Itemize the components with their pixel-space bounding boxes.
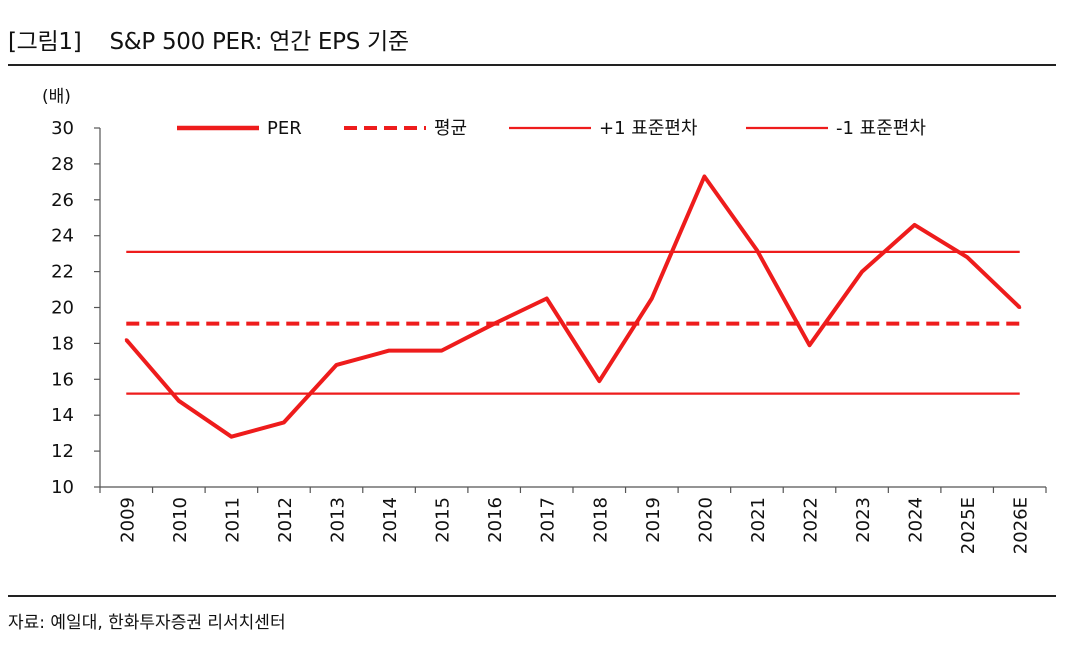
y-tick-label: 10 [51, 477, 74, 498]
y-tick-label: 28 [51, 154, 74, 175]
per-data-point [387, 349, 391, 353]
x-tick-label: 2021 [748, 497, 769, 543]
per-data-point [440, 349, 444, 353]
per-data-point [335, 363, 338, 367]
figure-title: [그림1] S&P 500 PER: 연간 EPS 기준 [8, 29, 409, 55]
reference-lines [126, 250, 1020, 395]
x-tick-label: 2019 [643, 497, 664, 543]
per-data-point [282, 420, 286, 424]
y-tick-label: 24 [51, 226, 74, 247]
per-data-point [229, 435, 233, 439]
per-data-point [860, 270, 864, 274]
x-tick-label: 2026E [1011, 497, 1032, 554]
y-tick-label: 22 [51, 262, 74, 283]
legend-label: +1 표준편차 [599, 118, 698, 139]
top-divider [8, 64, 1056, 66]
per-line [124, 174, 1022, 439]
y-axis-ticks: 10 12 14 16 18 20 22 24 26 28 30 [51, 118, 100, 498]
per-data-point [702, 174, 706, 178]
per-data-point [808, 343, 811, 347]
per-data-point [1018, 306, 1022, 309]
y-tick-label: 20 [51, 298, 74, 319]
x-axis-ticks: 2009 2010 2011 2012 2013 2014 2015 2016 2017 2018… [99, 487, 1047, 554]
y-tick-label: 26 [51, 190, 74, 211]
x-tick-label: 2016 [485, 497, 506, 543]
per-data-point [545, 297, 549, 301]
bottom-divider [8, 595, 1056, 597]
x-tick-label: 2011 [222, 497, 243, 543]
per-data-point [965, 255, 969, 259]
x-tick-label: 2015 [433, 497, 454, 543]
legend-label: PER [267, 118, 302, 139]
y-tick-label: 14 [51, 405, 74, 426]
y-tick-label: 18 [51, 333, 74, 354]
per-data-point [913, 223, 917, 227]
x-tick-label: 2009 [117, 497, 138, 543]
legend-label: -1 표준편차 [836, 118, 926, 139]
x-tick-label: 2024 [906, 497, 927, 543]
x-tick-label: 2025E [958, 497, 979, 554]
per-data-point [124, 338, 128, 342]
per-data-point [492, 322, 496, 326]
x-tick-label: 2017 [538, 497, 559, 543]
x-tick-label: 2020 [695, 497, 716, 543]
y-axis-unit-label: (배) [42, 87, 71, 107]
source-note: 자료: 예일대, 한화투자증권 리서치센터 [8, 613, 286, 633]
y-tick-label: 30 [51, 118, 74, 139]
x-tick-label: 2022 [801, 497, 822, 543]
y-tick-label: 16 [51, 369, 74, 390]
legend: PER 평균 +1 표준편차 -1 표준편차 [177, 118, 926, 139]
x-tick-label: 2023 [853, 497, 874, 543]
x-tick-label: 2010 [170, 497, 191, 543]
per-data-point [650, 297, 654, 301]
y-tick-label: 12 [51, 441, 74, 462]
per-series [124, 174, 1022, 439]
x-tick-label: 2013 [328, 497, 349, 543]
per-data-point [755, 248, 759, 252]
legend-label: 평균 [434, 118, 467, 139]
x-tick-label: 2012 [275, 497, 296, 543]
x-tick-label: 2018 [590, 497, 611, 543]
per-data-point [597, 379, 601, 383]
x-tick-label: 2014 [380, 497, 401, 543]
per-data-point [177, 399, 181, 403]
